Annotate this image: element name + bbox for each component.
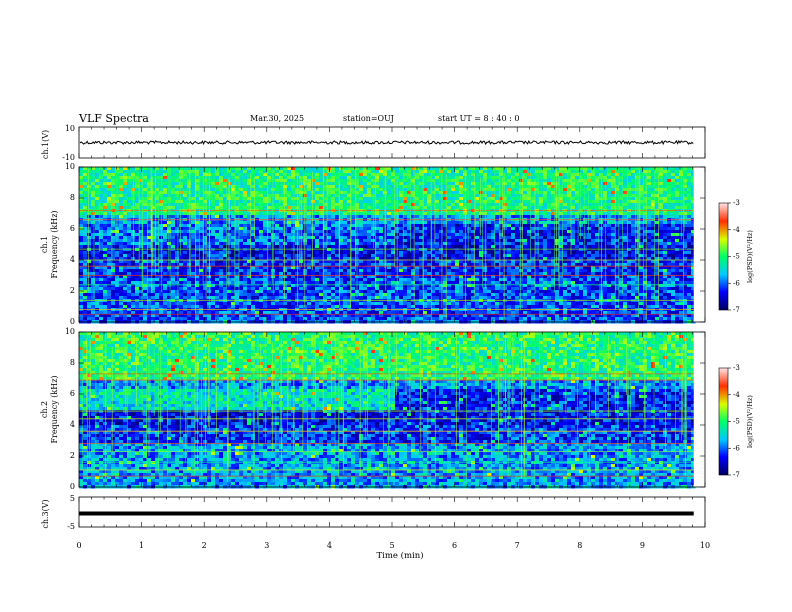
- panel-3: 0 2 4 6 8 10 ch.2 Frequency (kHz) -3 -4 -5 -6 -7 log(…: [40, 327, 754, 491]
- x-tick-label: 6: [452, 541, 457, 550]
- y-tick-label: 8: [70, 193, 75, 202]
- x-tick-label: 8: [577, 541, 582, 550]
- y-tick-label: 10: [65, 327, 75, 336]
- y-tick-label: 2: [70, 286, 75, 295]
- y-tick-label: 10: [65, 162, 75, 171]
- panel-1: 10 -10 ch.1(V): [41, 124, 706, 162]
- x-tick-label: 10: [700, 541, 710, 550]
- y-tick-label: 2: [70, 451, 75, 460]
- colorbar-tick-label: -7: [733, 471, 740, 479]
- station-label: station=OUJ: [343, 114, 394, 123]
- colorbar-label: log(PSD)(V²/Hz): [746, 395, 754, 448]
- y-axis-label: ch.3(V): [41, 499, 50, 528]
- y-tick-label: 0: [70, 482, 75, 491]
- colorbar-tick-label: -7: [733, 306, 740, 314]
- y-tick-label: 4: [70, 420, 75, 429]
- colorbar-tick-label: -6: [733, 444, 740, 452]
- colorbar-tick-label: -3: [733, 364, 740, 372]
- panel-4: 5 -5 ch.3(V): [41, 494, 706, 531]
- x-axis-label: Time (min): [376, 550, 423, 561]
- x-tick-label: 1: [139, 541, 144, 550]
- plot-title: VLF Spectra: [79, 112, 149, 125]
- start-time-label: start UT = 8 : 40 : 0: [438, 114, 520, 123]
- y-axis-label-channel: ch.2: [40, 401, 49, 418]
- y-tick-label: 0: [70, 317, 75, 326]
- colorbar-tick-label: -5: [733, 253, 740, 261]
- colorbar-tick-label: -4: [733, 226, 740, 234]
- panel-2: 0 2 4 6 8 10 ch.1 Frequency (kHz) -3 -4 -5 -6 -7 log(…: [40, 162, 754, 326]
- colorbar: [718, 367, 729, 476]
- x-tick-label: 0: [76, 541, 81, 550]
- y-axis-label-frequency: Frequency (kHz): [50, 210, 59, 278]
- y-tick-label: 4: [70, 255, 75, 264]
- x-tick-label: 2: [202, 541, 207, 550]
- colorbar-tick-label: -6: [733, 279, 740, 287]
- colorbar-tick-label: -5: [733, 418, 740, 426]
- y-tick-label-top: 10: [65, 124, 75, 133]
- y-tick-label-bottom: -10: [62, 153, 75, 162]
- colorbar-tick-label: -4: [733, 391, 740, 399]
- y-axis-label: ch.1(V): [41, 130, 50, 159]
- y-tick-label-top: 5: [70, 494, 75, 503]
- colorbar-label: log(PSD)(V²/Hz): [746, 230, 754, 283]
- y-tick-label: 6: [70, 224, 75, 233]
- colorbar: [718, 202, 729, 311]
- spectrogram: [79, 332, 696, 489]
- x-tick-label: 4: [327, 541, 332, 550]
- y-tick-label-bottom: -5: [67, 522, 75, 531]
- ch1-waveform: [79, 139, 694, 146]
- spectrogram: [79, 167, 696, 324]
- colorbar-tick-label: -3: [733, 199, 740, 207]
- x-tick-label: 5: [389, 541, 394, 550]
- y-axis-label-channel: ch.1: [40, 236, 49, 253]
- x-tick-label: 9: [640, 541, 645, 550]
- y-axis-label-frequency: Frequency (kHz): [50, 375, 59, 443]
- y-tick-label: 6: [70, 389, 75, 398]
- y-tick-label: 8: [70, 358, 75, 367]
- ch3-waveform: [79, 511, 694, 516]
- date-label: Mar.30, 2025: [250, 114, 305, 123]
- x-tick-label: 7: [515, 541, 520, 550]
- x-tick-label: 3: [264, 541, 269, 550]
